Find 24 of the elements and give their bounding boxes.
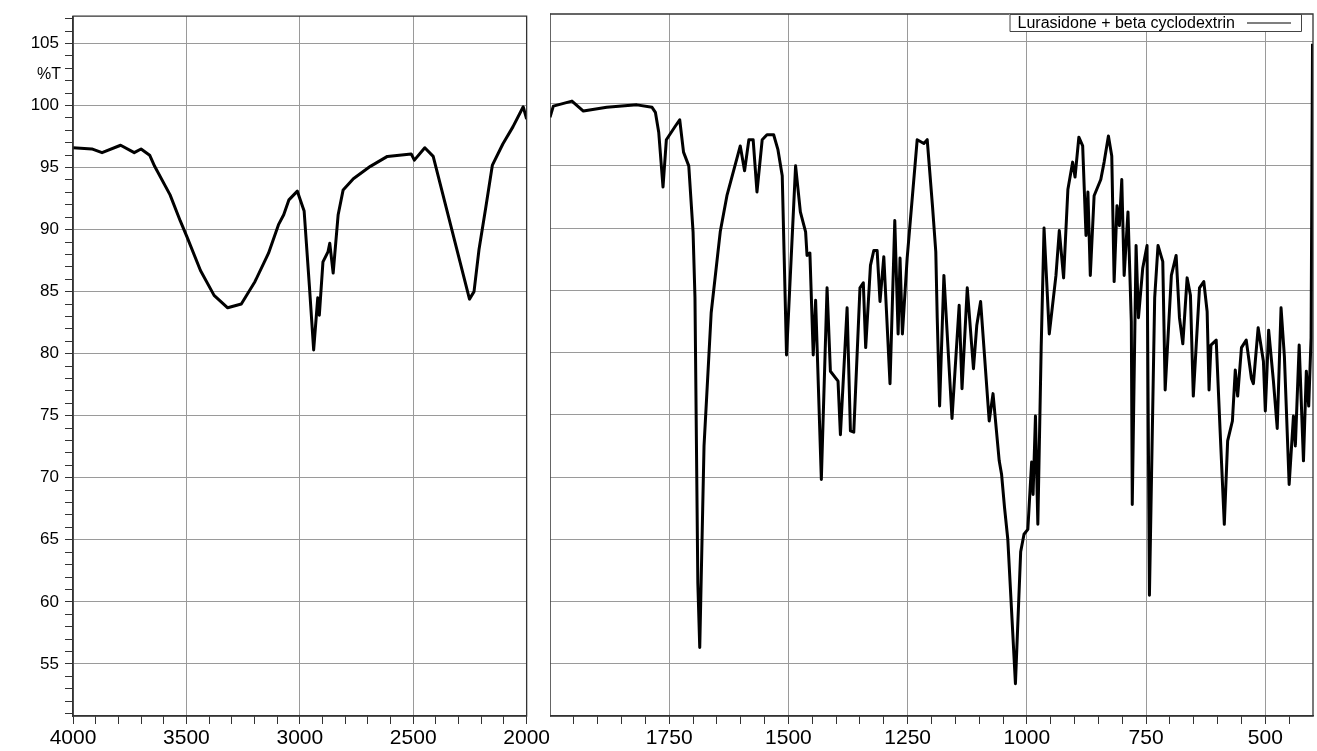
x-tick-label: 750 <box>1128 725 1164 749</box>
x-tick-label: 1000 <box>1003 725 1051 749</box>
y-tick-label: 95 <box>40 157 59 177</box>
y-tick-label: 90 <box>40 219 59 239</box>
legend-label: Lurasidone + beta cyclodextrin <box>1017 14 1235 32</box>
y-tick-label: 60 <box>40 591 59 611</box>
y-tick-label: 105 <box>30 33 59 53</box>
x-tick-label: 3000 <box>276 725 324 749</box>
y-tick-label: 75 <box>40 405 59 425</box>
x-tick-label: 4000 <box>49 725 97 749</box>
x-tick-label: 2500 <box>389 725 437 749</box>
y-tick-label: 85 <box>40 281 59 301</box>
y-tick-label: 80 <box>40 343 59 363</box>
x-tick-label: 2000 <box>503 725 550 749</box>
x-tick-label: 1250 <box>884 725 932 749</box>
x-tick-label: 1750 <box>645 725 693 749</box>
x-tick-label: 3500 <box>163 725 210 749</box>
x-tick-label: 1500 <box>765 725 812 749</box>
y-tick-label: 70 <box>40 467 59 487</box>
y-tick-label: 55 <box>40 653 59 673</box>
y-axis-title: %T <box>37 64 62 82</box>
y-tick-label: 100 <box>30 95 59 115</box>
x-tick-label: 500 <box>1247 725 1283 749</box>
y-tick-label: 65 <box>40 529 59 549</box>
